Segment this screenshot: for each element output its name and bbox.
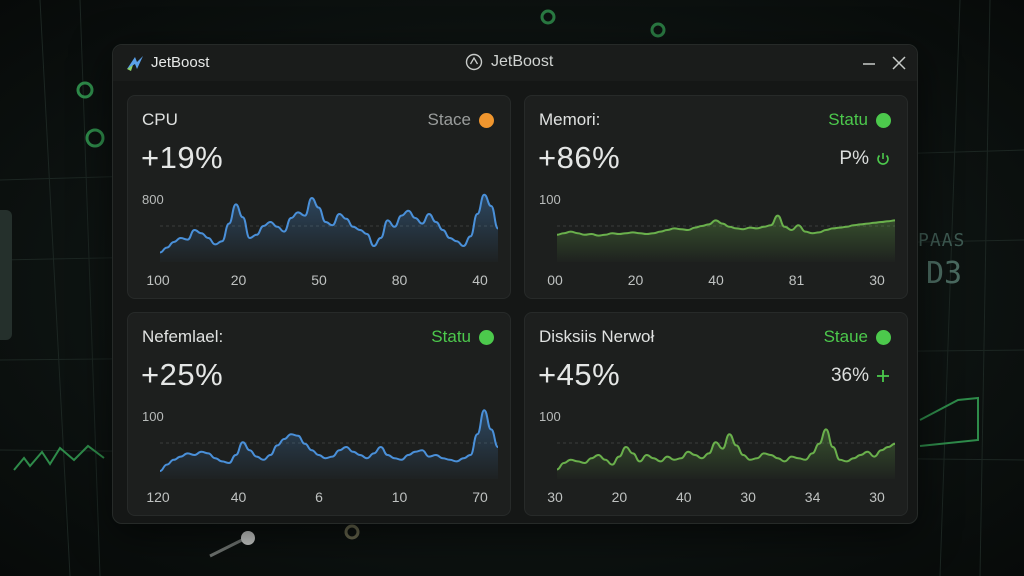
status-indicator: Statu <box>431 327 494 347</box>
status-label: Statu <box>828 110 868 129</box>
metric-value: +19% <box>141 140 224 175</box>
x-axis: 30 20 40 30 34 30 <box>541 489 891 505</box>
x-tick-label: 20 <box>611 489 628 505</box>
sub-value-text: 36% <box>830 365 869 386</box>
x-tick-label: 100 <box>146 272 170 288</box>
metric-value: +45% <box>538 357 621 392</box>
x-tick-label: 34 <box>804 489 821 505</box>
y-axis-label: 800 <box>142 192 164 207</box>
sub-value-text: P% <box>839 148 869 169</box>
background-panel <box>0 210 12 340</box>
series-area <box>557 215 895 262</box>
app-window: JetBoost JetBoost CPU Stace +19% 800 100… <box>112 44 918 524</box>
sub-value: 36% <box>831 365 891 387</box>
app-name: JetBoost <box>151 54 210 71</box>
x-tick-label: 40 <box>708 272 724 288</box>
x-tick-label: 10 <box>391 489 408 505</box>
x-tick-label: 00 <box>547 272 563 288</box>
minimize-icon[interactable] <box>859 53 879 73</box>
status-indicator: Statu <box>828 110 891 130</box>
status-indicator: Staue <box>824 327 891 347</box>
series-line <box>160 195 498 253</box>
close-icon[interactable] <box>889 53 909 73</box>
card-title: Disksiis Nerwoł <box>539 327 655 346</box>
background-label: PAAS <box>918 230 966 251</box>
x-tick-label: 20 <box>230 272 247 288</box>
x-tick-label: 70 <box>472 489 488 505</box>
x-tick-label: 30 <box>547 489 563 505</box>
y-axis-label: 100 <box>539 192 561 207</box>
x-tick-label: 40 <box>676 489 692 505</box>
cpu-chart <box>160 182 498 262</box>
series-area <box>557 429 895 479</box>
status-dot <box>876 329 891 345</box>
memory-chart <box>557 182 895 262</box>
x-axis: 00 20 40 81 30 <box>541 272 891 288</box>
title-bar[interactable]: JetBoost JetBoost <box>113 45 917 81</box>
x-tick-label: 20 <box>627 272 644 288</box>
status-dot <box>479 329 494 345</box>
x-tick-label: 50 <box>311 272 327 288</box>
series-line <box>160 410 498 471</box>
x-tick-label: 30 <box>869 489 885 505</box>
disk-chart <box>557 399 895 479</box>
series-line <box>557 429 895 469</box>
cpu-card[interactable]: CPU Stace +19% 800 100 20 50 80 40 <box>127 95 511 299</box>
x-tick-label: 40 <box>230 489 247 505</box>
series-area <box>160 410 498 479</box>
power-icon[interactable] <box>875 151 891 167</box>
network-chart <box>160 399 498 479</box>
plus-icon[interactable] <box>875 368 891 384</box>
status-label: Statu <box>431 327 471 346</box>
jetboost-logo-icon <box>127 56 143 71</box>
x-tick-label: 6 <box>315 489 323 505</box>
y-axis-label: 100 <box>142 409 164 424</box>
status-label: Stace <box>427 110 471 129</box>
card-title: Nefemlael: <box>142 327 224 346</box>
memory-card[interactable]: Memori: Statu +86% P% 100 00 20 40 81 30 <box>524 95 908 299</box>
series-area <box>160 194 498 262</box>
x-tick-label: 80 <box>391 272 408 288</box>
background-value: D3 <box>926 256 963 291</box>
window-title-text: JetBoost <box>491 53 554 70</box>
status-label: Staue <box>823 327 868 346</box>
y-axis-label: 100 <box>539 409 561 424</box>
x-tick-label: 120 <box>146 489 170 505</box>
x-tick-label: 30 <box>869 272 885 288</box>
window-title: JetBoost <box>465 53 553 71</box>
x-axis: 100 20 50 80 40 <box>144 272 494 288</box>
status-indicator: Stace <box>428 110 494 130</box>
x-axis: 120 40 6 10 70 <box>144 489 494 505</box>
jetboost-circle-icon <box>465 53 483 71</box>
disk-card[interactable]: Disksiis Nerwoł Staue +45% 36% 100 30 20 4… <box>524 312 908 516</box>
status-dot <box>876 112 891 128</box>
card-title: CPU <box>142 110 178 129</box>
x-tick-label: 30 <box>740 489 756 505</box>
x-tick-label: 40 <box>472 272 488 288</box>
x-tick-label: 81 <box>788 272 805 288</box>
sub-value: P% <box>839 148 891 170</box>
status-dot <box>479 112 494 128</box>
metric-value: +86% <box>538 140 621 175</box>
card-title: Memori: <box>539 110 601 129</box>
series-line <box>557 216 895 236</box>
network-card[interactable]: Nefemlael: Statu +25% 100 120 40 6 10 70 <box>127 312 511 516</box>
metric-value: +25% <box>141 357 224 392</box>
